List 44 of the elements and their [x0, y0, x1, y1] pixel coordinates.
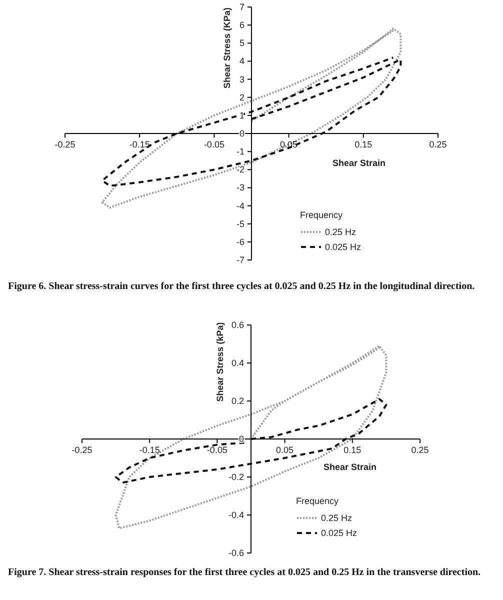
- y-tick-label: 2: [239, 92, 244, 102]
- y-tick-label: -0.4: [228, 510, 244, 520]
- y-tick-label: -1: [236, 146, 244, 157]
- x-tick-label: 0.05: [276, 445, 294, 455]
- y-tick-label: 5: [239, 38, 244, 48]
- legend-label: 0.25 Hz: [321, 512, 352, 522]
- x-tick-label: -0.25: [54, 140, 76, 150]
- x-axis-title: Shear Strain: [332, 158, 386, 168]
- x-axis-title: Shear Strain: [323, 462, 377, 472]
- y-tick-label: -5: [236, 218, 244, 229]
- x-tick-label: -0.15: [139, 445, 160, 455]
- y-tick-label: -2: [236, 164, 244, 175]
- y-axis-title: Shear Stress (kPa): [215, 322, 225, 402]
- x-tick-label: 0.25: [429, 140, 447, 150]
- legend-label: 0.025 Hz: [321, 528, 358, 538]
- y-axis-title: Shear Stress (KPa): [222, 7, 232, 89]
- y-tick-label: 7: [239, 2, 244, 12]
- y-tick-label: -0.6: [228, 548, 244, 558]
- x-tick-label: -0.05: [206, 445, 228, 455]
- caption: Figure 6. Shear stress-strain curves for the first three cycles at 0.025 and 0.25 Hz in the longitudinal direction.: [8, 281, 476, 293]
- x-tick-label: -0.25: [72, 445, 92, 455]
- x-tick-label: 0.05: [280, 140, 298, 150]
- x-tick-label: 0.25: [411, 445, 429, 455]
- x-tick-label: -0.05: [204, 140, 224, 150]
- y-tick-label: -6: [236, 236, 244, 247]
- y-tick-label: -7: [236, 255, 244, 265]
- y-tick-label: -3: [236, 182, 244, 193]
- legend-title: Frequency: [300, 210, 344, 220]
- line-series: [114, 344, 388, 530]
- legend-label: 0.025 Hz: [325, 242, 362, 252]
- caption: Figure 7. Shear stress-strain responses for the first three cycles at 0.025 and 0.25 Hz in the transverse direction.: [8, 567, 482, 579]
- y-tick-label: 0.6: [231, 320, 244, 330]
- y-tick-label: -4: [236, 200, 244, 211]
- y-tick-label: 4: [239, 56, 244, 66]
- y-tick-label: 3: [239, 74, 244, 84]
- y-tick-label: 0.2: [231, 396, 244, 406]
- x-tick-label: 0.15: [354, 140, 372, 150]
- x-tick-label: -0.15: [129, 140, 150, 150]
- y-tick-label: -0.2: [228, 472, 244, 482]
- x-tick-label: 0.15: [344, 445, 362, 455]
- legend-label: 0.25 Hz: [325, 226, 356, 236]
- y-tick-label: 0.4: [231, 358, 244, 368]
- legend-title: Frequency: [296, 496, 340, 506]
- y-tick-label: 6: [239, 20, 244, 30]
